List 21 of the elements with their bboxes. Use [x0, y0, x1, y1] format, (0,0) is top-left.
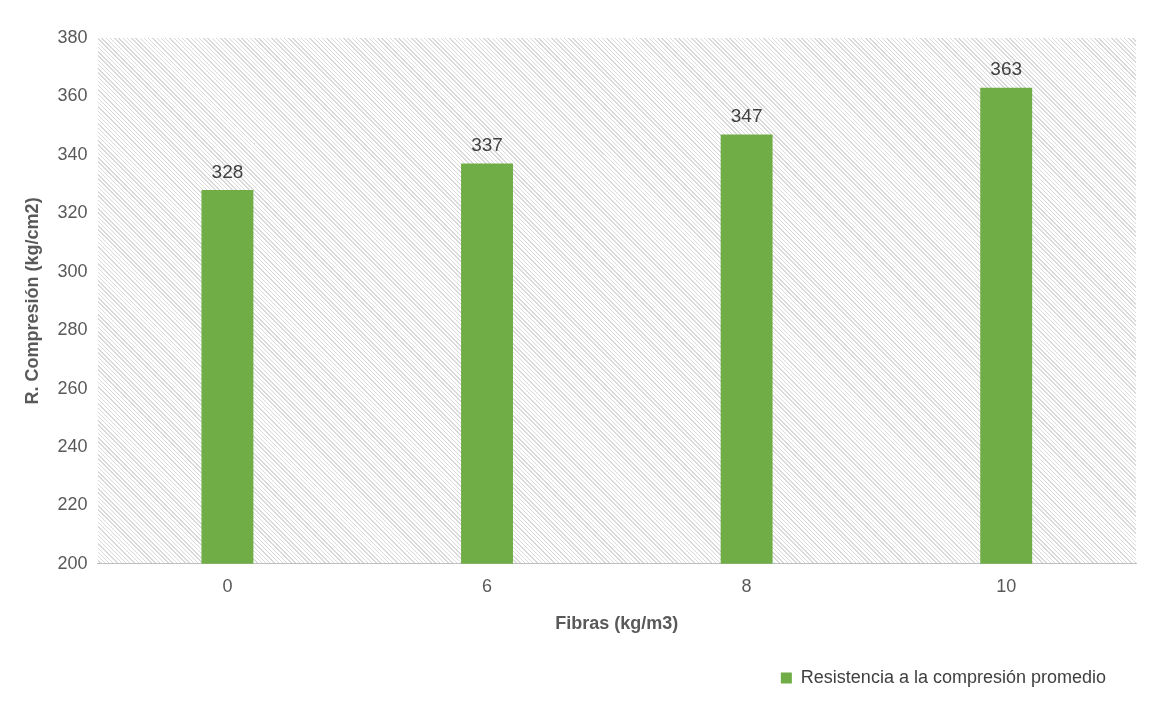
y-tick-label: 300: [57, 260, 88, 281]
x-axis-title: Fibras (kg/m3): [555, 613, 679, 634]
data-label: 337: [471, 134, 503, 156]
x-tick-label: 8: [741, 575, 752, 596]
x-tick-label: 6: [482, 575, 493, 596]
x-tick-label: 10: [996, 575, 1017, 596]
y-tick-label: 340: [57, 143, 88, 164]
y-tick-label: 240: [57, 435, 88, 456]
y-tick-label: 260: [57, 377, 88, 398]
y-tick-label: 320: [57, 202, 88, 223]
y-tick-label: 220: [57, 494, 88, 515]
y-tick-label: 280: [57, 319, 88, 340]
y-axis-title: R. Compresión (kg/cm2): [21, 197, 42, 405]
y-tick-label: 200: [57, 552, 88, 573]
y-tick-label: 360: [57, 85, 88, 106]
x-tick-label: 0: [222, 575, 233, 596]
legend-label: Resistencia a la compresión promedio: [800, 666, 1107, 687]
data-label: 347: [730, 105, 763, 127]
data-label: 363: [990, 58, 1023, 80]
data-label: 328: [211, 160, 244, 182]
y-tick-label: 380: [57, 26, 88, 47]
